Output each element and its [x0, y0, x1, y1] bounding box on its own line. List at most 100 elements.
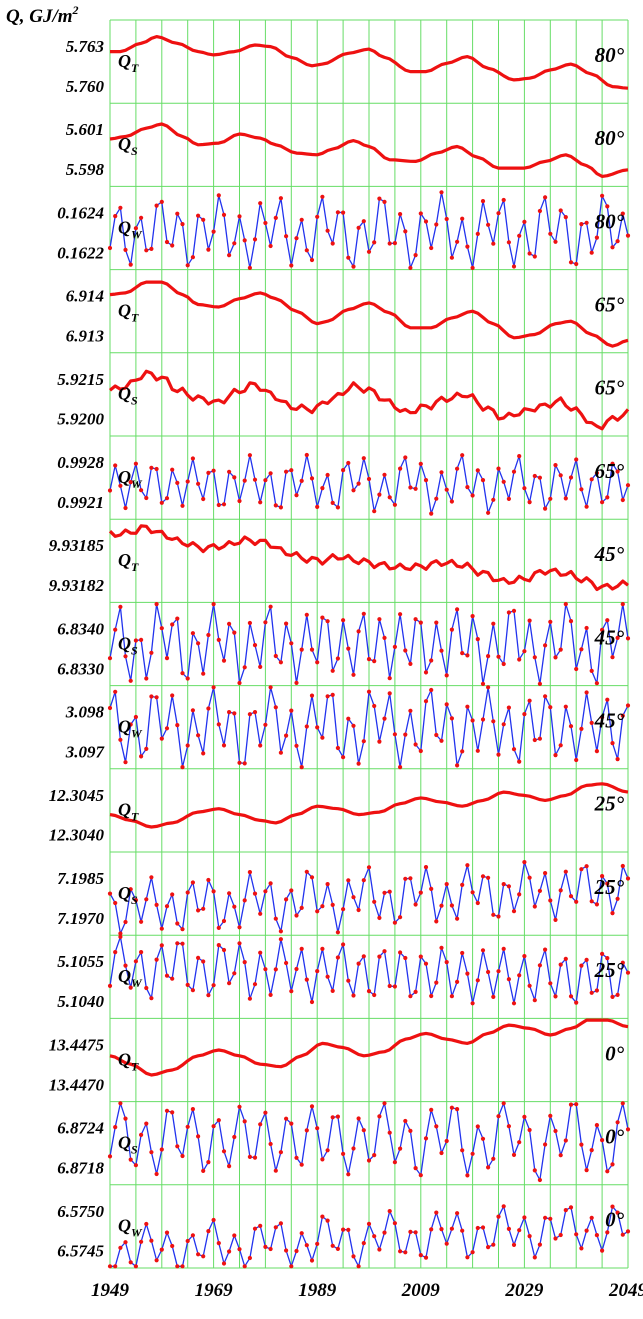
data-point — [620, 497, 625, 503]
data-point — [221, 658, 227, 663]
y-tick-label: 13.4470 — [49, 1075, 105, 1094]
series-line — [109, 1018, 629, 1077]
series-line — [108, 524, 630, 592]
data-point — [522, 1114, 527, 1119]
data-point — [486, 969, 491, 975]
data-point — [278, 505, 283, 510]
data-point — [558, 208, 563, 213]
data-point — [470, 1001, 475, 1006]
data-point — [517, 454, 522, 459]
data-point — [579, 222, 584, 227]
data-point — [232, 1233, 237, 1238]
data-point — [522, 486, 527, 491]
series-line — [108, 369, 630, 431]
y-tick-label: 6.5745 — [57, 1242, 104, 1261]
data-point — [584, 690, 589, 695]
data-point — [475, 231, 480, 236]
data-point — [537, 208, 543, 214]
data-point — [387, 676, 392, 681]
data-point — [263, 478, 268, 483]
data-point — [584, 957, 589, 963]
y-tick-label: 12.3040 — [49, 826, 105, 845]
data-point — [543, 871, 548, 876]
data-point — [579, 867, 584, 872]
data-point — [382, 1230, 387, 1235]
data-point — [455, 1107, 460, 1112]
series-group — [107, 35, 631, 1269]
data-point — [568, 894, 574, 899]
data-point — [190, 631, 195, 636]
data-point — [563, 602, 568, 607]
latitude-label: 0° — [605, 1125, 625, 1149]
data-point — [325, 1218, 330, 1223]
data-point — [315, 909, 320, 914]
series-name: Q — [118, 1133, 131, 1153]
data-point — [615, 992, 620, 998]
data-point — [211, 983, 216, 988]
data-point — [522, 1215, 527, 1220]
data-point — [511, 1242, 517, 1247]
data-point — [465, 863, 470, 868]
data-point — [221, 918, 227, 924]
data-point — [610, 245, 615, 250]
y-axis-title: Q, GJ/m2 — [6, 3, 79, 27]
data-point — [263, 722, 268, 727]
y-tick-label: 5.9215 — [57, 370, 104, 389]
data-point — [144, 676, 149, 681]
data-point — [315, 1241, 320, 1246]
data-point — [423, 865, 429, 870]
data-point — [180, 671, 185, 676]
data-point — [341, 1227, 346, 1232]
data-point — [315, 504, 320, 509]
data-point — [460, 1228, 465, 1233]
data-point — [144, 1221, 149, 1227]
data-point — [418, 748, 423, 754]
data-point — [247, 265, 252, 270]
data-point — [584, 625, 589, 631]
data-point — [517, 657, 522, 662]
data-point — [242, 960, 247, 965]
data-point — [258, 1223, 263, 1228]
data-point — [232, 904, 237, 909]
data-point — [372, 1234, 377, 1239]
data-point — [128, 1157, 133, 1162]
y-tick-label: 5.763 — [66, 37, 105, 56]
data-point — [211, 685, 216, 690]
data-point — [382, 635, 387, 641]
data-point — [486, 1165, 491, 1170]
data-point — [382, 1101, 387, 1106]
latitude-label: 25° — [594, 792, 625, 816]
data-point — [527, 1127, 532, 1133]
data-point — [232, 630, 237, 635]
data-point — [325, 228, 330, 233]
data-point — [625, 1127, 631, 1132]
data-point — [356, 481, 361, 486]
data-point — [392, 241, 397, 246]
data-point — [252, 710, 258, 715]
data-point — [315, 214, 320, 219]
data-point — [501, 197, 506, 203]
data-point — [170, 243, 175, 248]
data-point — [133, 226, 138, 231]
data-point — [232, 475, 237, 480]
data-point — [284, 621, 289, 626]
series-name-label: QS — [118, 883, 138, 907]
data-point — [139, 215, 144, 220]
data-point — [491, 1156, 496, 1161]
panel-1 — [109, 122, 629, 178]
data-point — [123, 247, 128, 252]
data-point — [289, 708, 294, 713]
data-point — [620, 211, 625, 216]
data-point — [491, 241, 496, 246]
data-point — [175, 211, 180, 216]
data-point — [263, 889, 268, 894]
data-point — [315, 1126, 320, 1131]
data-point — [449, 255, 454, 260]
data-point — [444, 673, 449, 678]
data-point — [201, 959, 206, 964]
data-point — [164, 904, 170, 909]
latitude-label: 25° — [594, 875, 625, 899]
data-point — [413, 253, 418, 258]
data-point — [221, 743, 227, 748]
data-point — [615, 757, 620, 762]
